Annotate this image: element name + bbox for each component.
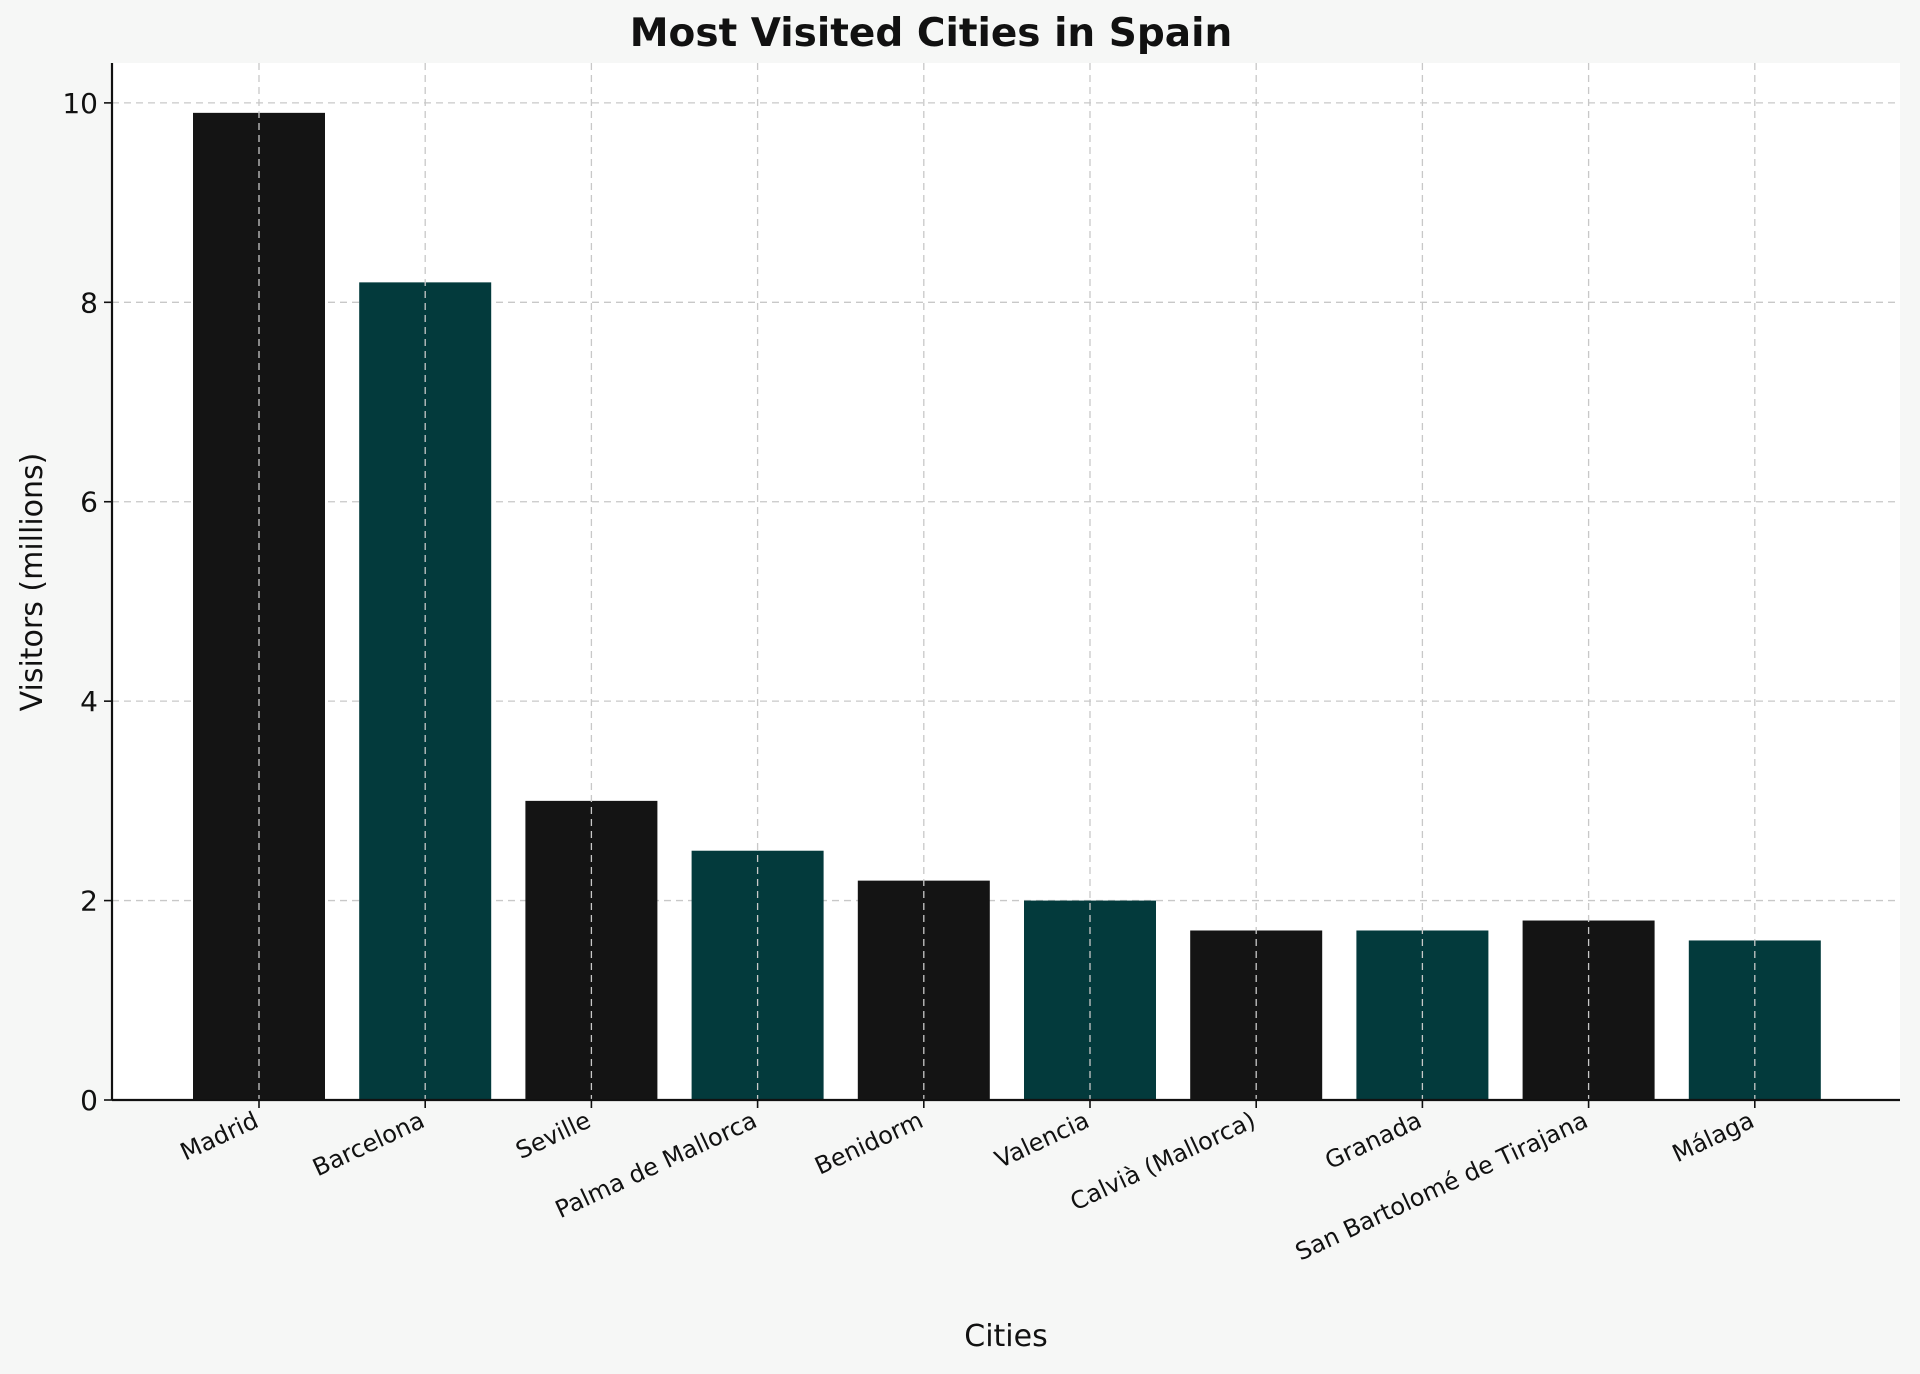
bar — [1522, 920, 1655, 1100]
x-tick-label: Málaga — [1668, 1106, 1758, 1168]
y-tick-label: 4 — [80, 685, 98, 718]
x-tick-label: Calvià (Mallorca) — [1066, 1106, 1260, 1216]
grid-lines — [112, 102, 1900, 902]
y-axis-label: Visitors (millions) — [15, 453, 50, 712]
x-tick-label: Barcelona — [308, 1106, 428, 1182]
x-tick-label: Benidorm — [810, 1106, 927, 1180]
y-tick-label: 6 — [80, 486, 98, 519]
vertical-grid-lines — [258, 63, 1756, 1100]
y-tick-label: 2 — [80, 885, 98, 918]
x-tick-label: Madrid — [176, 1106, 263, 1166]
chart-title: Most Visited Cities in Spain — [630, 11, 1232, 56]
x-tick-label: Valencia — [991, 1106, 1094, 1174]
x-tick-label: San Bartolomé de Tirajana — [1291, 1106, 1592, 1266]
x-axis-label: Cities — [964, 1319, 1047, 1354]
x-tick-label: Seville — [512, 1106, 595, 1165]
y-tick-label: 0 — [80, 1084, 98, 1117]
x-tick-label: Granada — [1321, 1106, 1426, 1175]
y-tick-label: 8 — [80, 286, 98, 319]
y-tick-label: 10 — [62, 87, 98, 120]
y-ticks: 0 2 4 6 8 10 — [62, 87, 112, 1117]
